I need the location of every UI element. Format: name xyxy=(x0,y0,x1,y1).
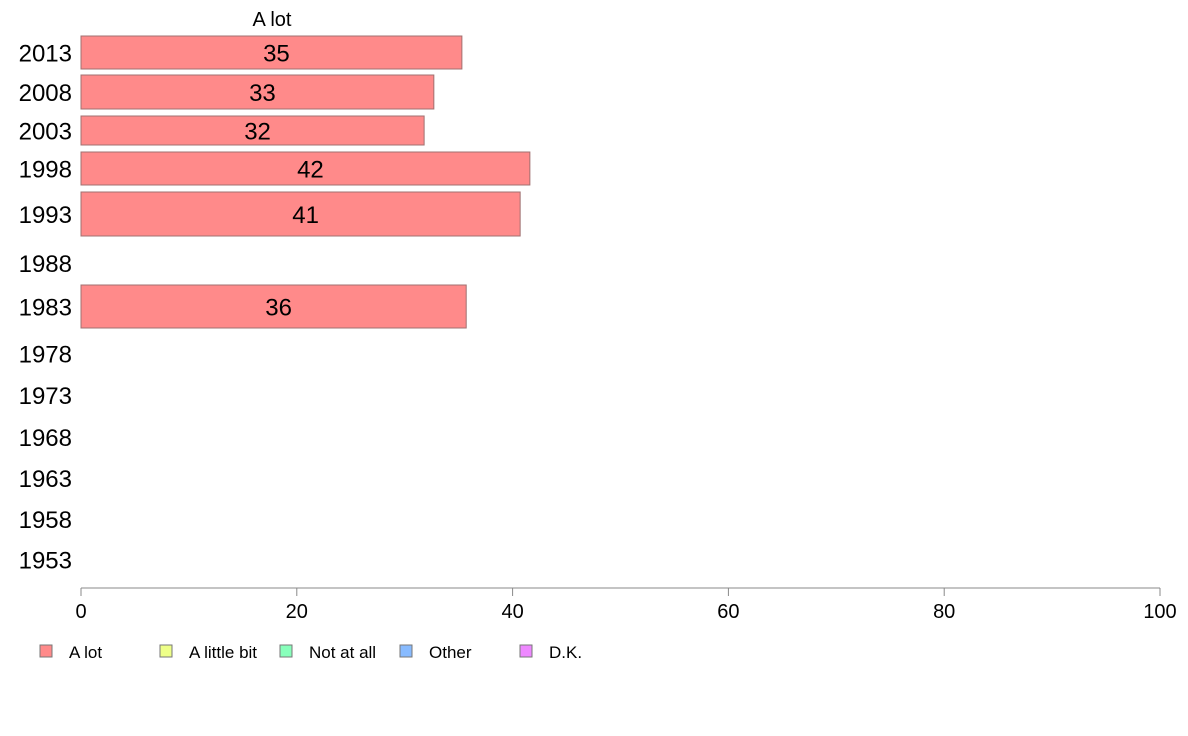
bar-1983-a-lot xyxy=(80,284,467,329)
x-tick-label-80: 80 xyxy=(933,601,955,623)
bar-value-label-2008: 33 xyxy=(249,80,276,107)
bar-1998-a-lot xyxy=(80,151,531,186)
legend-label-a-lot: A lot xyxy=(69,643,102,662)
year-label-1988: 1988 xyxy=(19,251,72,278)
legend-label-d-k-: D.K. xyxy=(549,643,582,662)
legend-swatch-a-little-bit xyxy=(159,644,173,658)
column-header: A lot xyxy=(253,9,292,31)
year-label-1953: 1953 xyxy=(19,548,72,575)
x-tick-label-20: 20 xyxy=(286,601,308,623)
year-label-1978: 1978 xyxy=(19,342,72,369)
year-label-1968: 1968 xyxy=(19,425,72,452)
year-label-1998: 1998 xyxy=(19,157,72,184)
legend-swatch-not-at-all xyxy=(279,644,293,658)
year-label-2008: 2008 xyxy=(19,80,72,107)
legend-swatch-d-k- xyxy=(519,644,533,658)
year-label-1963: 1963 xyxy=(19,466,72,493)
legend-label-other: Other xyxy=(429,643,472,662)
legend-label-not-at-all: Not at all xyxy=(309,643,376,662)
bar-2013-a-lot xyxy=(80,35,463,70)
legend-swatch-other xyxy=(399,644,413,658)
bar-2003-a-lot xyxy=(80,115,425,146)
bar-value-label-2013: 35 xyxy=(263,41,290,68)
x-axis: 0 20 40 60 80 100 xyxy=(75,587,1177,623)
year-label-1958: 1958 xyxy=(19,507,72,534)
year-label-1993: 1993 xyxy=(19,202,72,229)
column-header-layer: A lot xyxy=(253,9,292,31)
x-tick-label-100: 100 xyxy=(1143,601,1176,623)
bar-1993-a-lot xyxy=(80,191,521,237)
year-label-1983: 1983 xyxy=(19,295,72,322)
year-label-2013: 2013 xyxy=(19,41,72,68)
bar-value-label-2003: 32 xyxy=(244,119,271,146)
bar-value-label-1983: 36 xyxy=(265,295,292,322)
legend-label-a-little-bit: A little bit xyxy=(189,643,257,662)
year-label-2003: 2003 xyxy=(19,119,72,146)
legend: A lot A little bit Not at all Other D.K. xyxy=(39,643,582,662)
x-tick-label-60: 60 xyxy=(717,601,739,623)
x-tick-label-0: 0 xyxy=(75,601,86,623)
bar-value-label-1993: 41 xyxy=(292,202,319,229)
bar-value-label-1998: 42 xyxy=(297,157,324,184)
x-tick-label-40: 40 xyxy=(501,601,523,623)
year-label-1973: 1973 xyxy=(19,383,72,410)
year-labels-layer: 2013 2008 2003 1998 1993 1988 1983 1978 1973 1968… xyxy=(19,41,72,575)
bars-layer: 35 33 32 42 41 36 xyxy=(80,35,531,329)
legend-swatch-a-lot xyxy=(39,644,53,658)
bar-2008-a-lot xyxy=(80,74,435,110)
